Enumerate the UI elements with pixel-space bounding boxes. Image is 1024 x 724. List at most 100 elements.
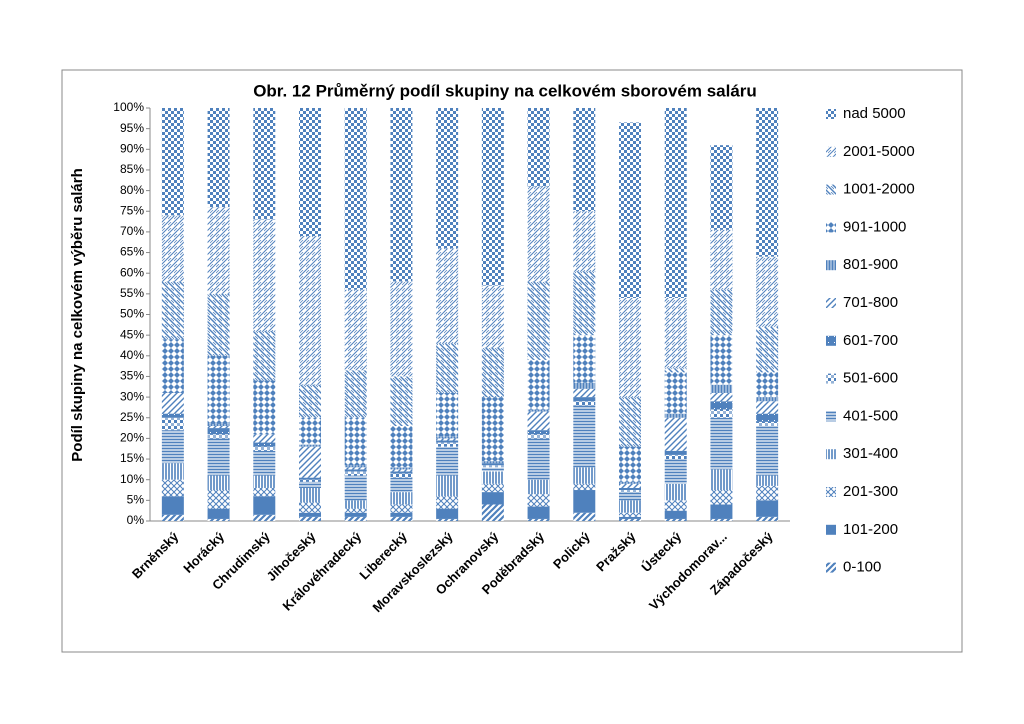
bar-segment (299, 108, 321, 237)
bar-segment (664, 372, 687, 414)
bar-segment (664, 108, 687, 298)
bar-segment (436, 496, 459, 509)
y-tick-label: 55% (120, 286, 144, 300)
bar-segment (436, 438, 459, 441)
legend-label: 601-700 (843, 332, 898, 349)
bar-segment (207, 434, 230, 439)
y-tick-label: 35% (120, 369, 144, 383)
legend-swatch (826, 184, 836, 195)
bar-segment (253, 331, 276, 381)
bar-segment (527, 434, 550, 439)
bar-segment (710, 490, 733, 505)
bar-segment (573, 211, 596, 272)
x-tick-label: Horácký (180, 528, 227, 575)
legend-swatch (826, 222, 836, 233)
legend-label: 1001-2000 (843, 181, 915, 198)
bar-segment (710, 229, 733, 290)
y-tick-label: 95% (120, 121, 144, 135)
bar-segment (573, 382, 596, 389)
bar-segment (664, 483, 687, 501)
y-tick-label: 85% (120, 162, 144, 176)
legend-label: 801-900 (843, 256, 898, 273)
bar-segment (207, 355, 230, 424)
bar-segment (161, 281, 184, 340)
bar-segment (619, 487, 641, 491)
bar-segment (619, 492, 641, 501)
bar-segment (527, 186, 550, 282)
y-tick-label: 45% (120, 327, 144, 341)
bar-segment (481, 483, 504, 493)
bar-segment (390, 281, 413, 377)
bar-segment (207, 518, 230, 521)
bar-segment (619, 122, 641, 298)
bar-segment (436, 436, 459, 439)
bar-segment (527, 281, 550, 360)
bar-segment (390, 471, 413, 474)
bar-segment (527, 506, 550, 519)
bar-segment (619, 397, 641, 447)
bar-segment (299, 446, 321, 478)
y-tick-label: 10% (120, 472, 144, 486)
bar-segment (299, 384, 321, 418)
bar-segment (436, 446, 459, 476)
legend-swatch (826, 411, 836, 422)
bar-segment (573, 108, 596, 212)
legend-label: 0-100 (843, 559, 881, 576)
bar-segment (344, 467, 367, 470)
bar-segment (436, 442, 459, 447)
bar-segment (481, 347, 504, 398)
bar-segment (573, 388, 596, 398)
bar-segment (161, 339, 184, 393)
bar-segment (344, 465, 367, 468)
bar-segment (756, 475, 779, 486)
bar-segment (619, 446, 641, 482)
bar-segment (664, 368, 687, 373)
bar-segment (161, 496, 184, 515)
legend-swatch (826, 109, 836, 119)
bar-segment (253, 487, 276, 497)
bar-segment (161, 514, 184, 521)
legend-swatch (826, 562, 836, 573)
bar-segment (756, 372, 779, 398)
legend-label: 701-800 (843, 294, 898, 311)
bar-segment (664, 297, 687, 369)
bar-segment (161, 463, 184, 480)
bar-segment (619, 490, 641, 493)
bar-segment (299, 516, 321, 521)
bar-segment (390, 504, 413, 513)
bar-segment (756, 500, 779, 517)
bar-segment (573, 401, 596, 406)
bar-segment (390, 512, 413, 517)
bar-segment (253, 514, 276, 521)
bar-segment (390, 467, 413, 470)
bar-segment (161, 417, 184, 431)
bar-segment (299, 481, 321, 488)
bar-segment (527, 438, 550, 480)
bar-segment (344, 289, 367, 371)
bar-segment (527, 479, 550, 495)
bar-segment (619, 297, 641, 398)
bar-segment (299, 487, 321, 503)
legend-label: 901-1000 (843, 218, 906, 235)
bar-segment (299, 236, 321, 385)
bar-segment (756, 401, 779, 414)
bar-segment (344, 471, 367, 476)
x-tick-label: Pražský (593, 528, 639, 574)
bar-segment (756, 413, 779, 422)
bar-segment (390, 108, 413, 282)
bar-segment (436, 508, 459, 519)
bar-segment (664, 413, 687, 418)
bar-segment (756, 426, 779, 476)
legend-label: 101-200 (843, 521, 898, 538)
y-tick-label: 30% (120, 389, 144, 403)
bar-segment (664, 417, 687, 451)
legend-label: 501-600 (843, 370, 898, 387)
bar-segment (344, 508, 367, 513)
bar-segment (390, 473, 413, 478)
bar-segment (390, 426, 413, 468)
bar-segment (436, 392, 459, 437)
bar-segment (481, 492, 504, 505)
x-tick-label: Moravskoslezský (369, 528, 456, 615)
legend-swatch (826, 260, 836, 271)
